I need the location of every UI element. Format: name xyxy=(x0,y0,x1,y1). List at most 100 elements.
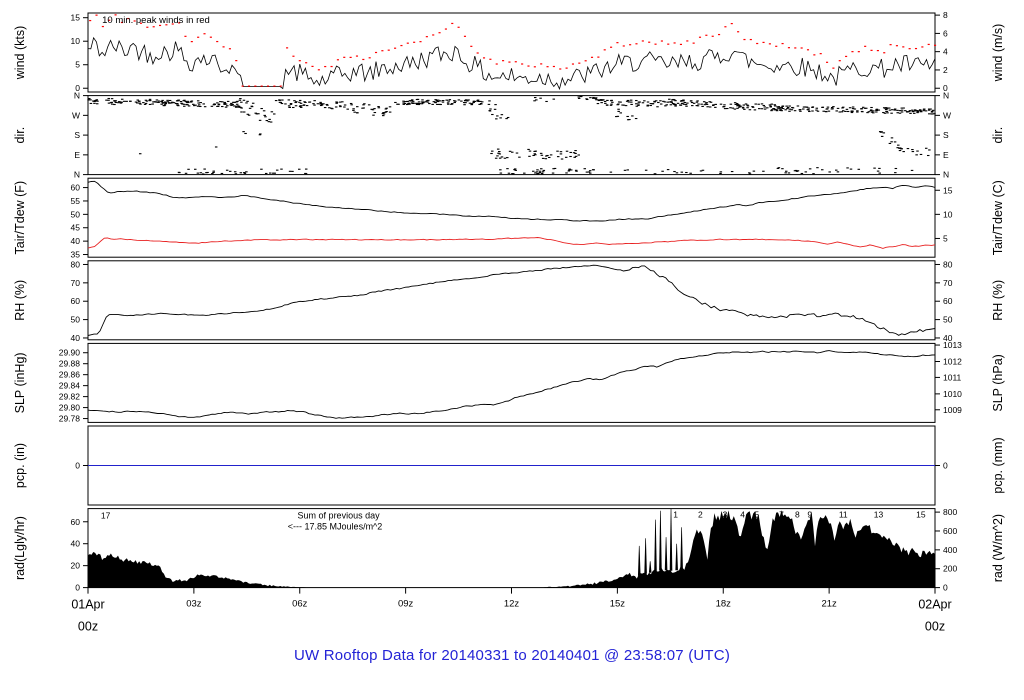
y-axis-label-left-wind: wind (kts) xyxy=(13,26,27,80)
y-axis-label-right-wind: wind (m/s) xyxy=(991,24,1005,83)
solar-radiation-series-1-area xyxy=(88,508,935,588)
svg-text:8: 8 xyxy=(943,10,948,20)
solar-radiation-annotation: Sum of previous day xyxy=(298,511,381,521)
y-axis-label-left-precipitation: pcp. (in) xyxy=(13,443,27,488)
svg-text:40: 40 xyxy=(71,236,81,246)
svg-text:21z: 21z xyxy=(821,599,837,610)
x-axis-end-date: 02Apr xyxy=(918,598,951,612)
svg-text:45: 45 xyxy=(71,223,81,233)
svg-text:06z: 06z xyxy=(292,599,308,610)
svg-text:200: 200 xyxy=(943,564,957,574)
svg-text:2: 2 xyxy=(943,65,948,75)
svg-text:10: 10 xyxy=(71,36,81,46)
panel-wind: 0 5 10 15 0 2 4 6 8 wind (kts) wind (m/s) 10 min. p… xyxy=(13,10,1005,93)
svg-text:S: S xyxy=(74,130,80,140)
y-axis-label-right-direction: dir. xyxy=(991,127,1005,144)
svg-text:00z: 00z xyxy=(78,620,98,634)
wind-series-2-peaks xyxy=(89,14,937,87)
svg-text:09z: 09z xyxy=(398,599,414,610)
svg-text:S: S xyxy=(943,130,949,140)
svg-text:N: N xyxy=(943,170,949,180)
y-axis-label-right-solar-radiation: rad (W/m^2) xyxy=(991,514,1005,582)
svg-text:40: 40 xyxy=(71,539,81,549)
wind-annotation: 10 min. peak winds in red xyxy=(102,15,210,26)
svg-text:29.90: 29.90 xyxy=(59,348,81,358)
svg-text:4: 4 xyxy=(943,47,948,57)
svg-text:70: 70 xyxy=(943,278,953,288)
svg-text:6: 6 xyxy=(943,28,948,38)
svg-text:80: 80 xyxy=(71,259,81,269)
svg-text:1010: 1010 xyxy=(943,389,962,399)
solar-radiation-annotation: 15 xyxy=(916,510,926,520)
temperature-series-1-line xyxy=(87,180,936,222)
y-axis-label-left-sea-level-pressure: SLP (inHg) xyxy=(13,352,27,413)
svg-text:12z: 12z xyxy=(504,599,520,610)
x-axis: 03z 06z 09z 12z 15z 18z 21z 01Apr 00z 02Apr 00z xyxy=(71,587,952,634)
svg-text:60: 60 xyxy=(71,517,81,527)
solar-radiation-annotation: 11 xyxy=(839,510,848,520)
svg-text:35: 35 xyxy=(71,250,81,260)
solar-radiation-annotation: 3 xyxy=(723,510,728,520)
svg-text:29.88: 29.88 xyxy=(59,359,81,369)
y-axis-label-right-sea-level-pressure: SLP (hPa) xyxy=(991,354,1005,411)
svg-text:10: 10 xyxy=(943,209,953,219)
solar-radiation-annotation: 9 xyxy=(807,510,812,520)
solar-radiation-annotation: 8 xyxy=(795,510,800,520)
svg-text:0: 0 xyxy=(943,583,948,593)
sea-level-pressure-series-1-line xyxy=(87,350,936,419)
svg-text:03z: 03z xyxy=(186,599,202,610)
svg-text:0: 0 xyxy=(943,461,948,471)
svg-text:W: W xyxy=(72,110,80,120)
svg-text:60: 60 xyxy=(71,296,81,306)
relative-humidity-series-1-line xyxy=(87,264,936,336)
svg-text:1012: 1012 xyxy=(943,357,962,367)
y-axis-label-right-relative-humidity: RH (%) xyxy=(991,280,1005,321)
svg-text:15z: 15z xyxy=(610,599,626,610)
svg-text:800: 800 xyxy=(943,507,957,517)
svg-text:80: 80 xyxy=(943,259,953,269)
y-axis-label-right-precipitation: pcp. (mm) xyxy=(991,437,1005,493)
solar-radiation-annotation: 5 xyxy=(754,510,759,520)
svg-text:50: 50 xyxy=(943,315,953,325)
wind-series-1-line xyxy=(87,36,936,91)
svg-text:N: N xyxy=(74,91,80,101)
svg-text:60: 60 xyxy=(71,183,81,193)
chart-title: UW Rooftop Data for 20140331 to 20140401… xyxy=(293,647,731,664)
y-axis-label-right-temperature: Tair/Tdew (C) xyxy=(991,180,1005,255)
svg-text:1013: 1013 xyxy=(943,340,962,350)
solar-radiation-annotation: 4 xyxy=(740,510,745,520)
svg-text:50: 50 xyxy=(71,315,81,325)
svg-text:18z: 18z xyxy=(716,599,732,610)
svg-text:29.86: 29.86 xyxy=(59,370,81,380)
svg-text:W: W xyxy=(943,110,951,120)
svg-text:600: 600 xyxy=(943,526,957,536)
svg-text:15: 15 xyxy=(943,185,953,195)
svg-text:0: 0 xyxy=(75,583,80,593)
solar-radiation-annotation: <--- 17.85 MJoules/m^2 xyxy=(288,522,383,532)
svg-text:20: 20 xyxy=(71,561,81,571)
temperature-series-2-line xyxy=(87,237,936,249)
svg-text:0: 0 xyxy=(75,83,80,93)
svg-text:15: 15 xyxy=(71,13,81,23)
direction-series-1-scatter xyxy=(87,95,936,175)
x-axis-start-date: 01Apr xyxy=(71,598,104,612)
axes-temperature: 35 40 45 50 55 60 5 10 15 xyxy=(71,183,953,260)
svg-text:0: 0 xyxy=(943,83,948,93)
svg-text:60: 60 xyxy=(943,296,953,306)
y-axis-label-left-relative-humidity: RH (%) xyxy=(13,280,27,321)
solar-radiation-annotation: 1 xyxy=(673,510,678,520)
svg-text:1009: 1009 xyxy=(943,405,962,415)
axes-wind: 0 5 10 15 0 2 4 6 8 xyxy=(71,10,948,93)
y-axis-label-left-direction: dir. xyxy=(13,127,27,144)
svg-text:00z: 00z xyxy=(925,620,945,634)
panel-relative-humidity: 40 50 60 70 80 40 50 60 70 80 RH (%) RH (%) xyxy=(13,259,1005,342)
svg-text:50: 50 xyxy=(71,209,81,219)
solar-radiation-annotation: 17 xyxy=(101,511,111,521)
svg-text:5: 5 xyxy=(943,233,948,243)
